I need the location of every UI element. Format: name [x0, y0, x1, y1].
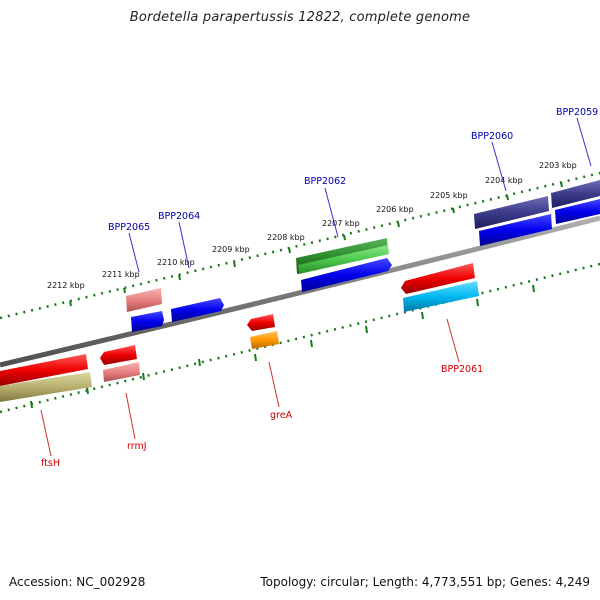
gene-BPP2065[interactable] [126, 288, 162, 312]
gene-BPP2059b[interactable] [555, 199, 600, 224]
inner-tick-dots [0, 262, 600, 414]
outer-major-tick [560, 181, 563, 188]
inner-major-tick [254, 353, 257, 362]
label-BPP2059[interactable]: BPP2059 [556, 107, 598, 118]
leader-BPP2064 [178, 221, 190, 269]
label-greA[interactable]: greA [270, 410, 293, 421]
outer-major-tick [506, 194, 509, 201]
gene-BPP2062[interactable] [301, 258, 392, 292]
leader-rrmJ [125, 392, 136, 440]
label-ftsH[interactable]: ftsH [41, 458, 60, 469]
outer-tick-ring [0, 171, 600, 320]
gene-BPP2060b[interactable] [479, 214, 552, 246]
gene-BPP2059[interactable] [551, 180, 600, 208]
map-title: Bordetella parapertussis 12822, complete… [129, 10, 471, 25]
kbp-label: 2210 kbp [157, 258, 195, 267]
gene-BPP2061-a[interactable] [401, 263, 475, 294]
kbp-label: 2203 kbp [539, 161, 577, 170]
gene-ftsH[interactable] [0, 354, 88, 386]
inner-major-tick [310, 339, 313, 348]
kbp-label: 2211 kbp [102, 270, 140, 279]
kbp-scale: 2212 kbp 2211 kbp 2210 kbp 2209 kbp 2208… [47, 161, 577, 290]
outer-major-tick [233, 261, 236, 268]
outer-tick-dots [0, 171, 600, 320]
accession-text: Accession: NC_002928 [9, 575, 146, 589]
kbp-label: 2212 kbp [47, 281, 85, 290]
kbp-label: 2205 kbp [430, 191, 468, 200]
leader-BPP2062 [324, 187, 339, 238]
leader-BPP2059 [576, 117, 592, 167]
gene-ftsH-b[interactable] [0, 372, 92, 402]
inner-major-tick [86, 386, 89, 395]
label-BPP2065[interactable]: BPP2065 [108, 222, 150, 233]
gene-BPP2065b[interactable] [131, 311, 164, 332]
label-rrmJ[interactable]: rrmJ [127, 441, 147, 452]
gene-greA-a[interactable] [247, 314, 275, 331]
label-BPP2064[interactable]: BPP2064 [158, 211, 200, 222]
label-BPP2062[interactable]: BPP2062 [304, 176, 346, 187]
genome-info-text: Topology: circular; Length: 4,773,551 bp… [260, 575, 590, 589]
gene-rrmJ[interactable] [103, 362, 140, 382]
outer-major-tick [178, 274, 181, 281]
label-BPP2061[interactable]: BPP2061 [441, 364, 483, 375]
kbp-label: 2204 kbp [485, 176, 523, 185]
inner-major-tick [365, 325, 368, 334]
outer-major-tick [343, 234, 346, 241]
leader-BPP2065 [128, 232, 140, 273]
gene-labels: BPP2065 BPP2064 BPP2062 BPP2060 BPP2059 … [41, 107, 598, 469]
outer-major-tick [452, 207, 455, 214]
leader-BPP2060 [491, 141, 507, 192]
leader-BPP2061 [446, 318, 460, 363]
kbp-label: 2208 kbp [267, 233, 305, 242]
inner-major-tick [476, 298, 479, 307]
kbp-label: 2209 kbp [212, 245, 250, 254]
label-BPP2060[interactable]: BPP2060 [471, 131, 513, 142]
inner-major-tick [142, 372, 145, 381]
leader-ftsH [40, 409, 52, 457]
gene-BPP2064[interactable] [171, 298, 224, 322]
leader-greA [268, 361, 280, 408]
kbp-label: 2207 kbp [322, 219, 360, 228]
inner-major-tick [198, 358, 201, 367]
genome-backbone [0, 215, 600, 368]
outer-major-tick [123, 287, 126, 294]
gene-features [0, 180, 600, 402]
outer-major-tick [288, 247, 291, 254]
gene-rrmJ-a[interactable] [100, 345, 137, 365]
gene-BPP2061[interactable] [403, 281, 479, 312]
gene-BPP2060[interactable] [474, 196, 549, 229]
outer-major-tick [69, 300, 72, 307]
outer-major-tick [397, 221, 400, 228]
inner-major-tick [30, 400, 33, 409]
inner-major-tick [421, 311, 424, 320]
inner-major-tick [532, 284, 535, 293]
kbp-label: 2206 kbp [376, 205, 414, 214]
gene-BPP2062-b[interactable] [298, 245, 389, 274]
gene-greA[interactable] [250, 331, 279, 349]
inner-tick-ring [0, 262, 600, 414]
leader-lines [40, 117, 592, 457]
